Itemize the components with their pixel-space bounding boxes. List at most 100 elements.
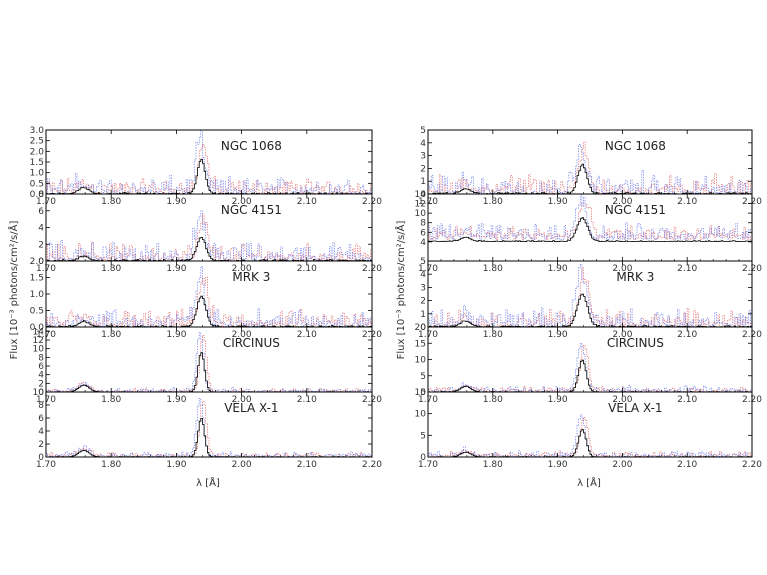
y-tick-label: 0 <box>420 323 426 333</box>
y-tick-label: 0 <box>38 453 44 463</box>
y-tick-label: 8 <box>420 219 426 229</box>
x-tick-label: 1.90 <box>166 460 186 470</box>
spectrum-series-line <box>46 332 373 393</box>
x-tick-label: 1.90 <box>166 395 186 405</box>
y-tick-label: 0.0 <box>30 323 45 333</box>
y-tick-label: 20 <box>415 323 427 333</box>
y-tick-label: 0 <box>38 388 44 398</box>
spectrum-series-line <box>46 214 373 262</box>
object-name-label: CIRCINUS <box>607 336 664 350</box>
object-name-label: MRK 3 <box>616 270 654 284</box>
panel-frame <box>45 129 373 195</box>
y-tick-label: 2 <box>420 297 426 307</box>
object-name-label: NGC 1068 <box>605 139 666 153</box>
object-name-label: MRK 3 <box>232 270 270 284</box>
y-tick-label: 14 <box>33 327 45 337</box>
y-tick-label: 10 <box>415 209 427 219</box>
x-tick-label: 1.90 <box>166 264 186 274</box>
y-tick-label: 6 <box>38 207 44 217</box>
panel-frame <box>427 326 753 393</box>
x-tick-label: 1.90 <box>548 395 568 405</box>
y-tick-label: 0 <box>420 388 426 398</box>
spectrum-panel: 1.70 1.80 1.90 2.00 2.10 2.200.00.51.01.52.02… <box>30 126 383 207</box>
y-tick-label: 0.0 <box>30 190 45 200</box>
y-tick-label: 10 <box>415 410 427 420</box>
x-tick-label: 1.80 <box>483 197 503 207</box>
y-tick-label: 1.0 <box>30 169 45 179</box>
x-tick-label: 2.00 <box>612 330 632 340</box>
x-tick-label: 2.00 <box>232 330 252 340</box>
y-tick-label: 5 <box>420 257 426 267</box>
spectrum-series-line <box>46 401 373 458</box>
x-tick-label: 1.70 <box>36 460 56 470</box>
spectrum-series-line <box>46 144 373 195</box>
y-tick-label: 2.0 <box>30 257 45 267</box>
y-axis-label-left: Flux [10⁻³ photons/cm²/s/Å] <box>7 221 20 360</box>
y-tick-label: 15 <box>415 339 426 349</box>
y-tick-label: 4 <box>420 270 426 280</box>
y-tick-label: 1.0 <box>30 290 45 300</box>
x-tick-label: 2.00 <box>232 460 252 470</box>
x-tick-label: 1.80 <box>483 330 503 340</box>
y-tick-label: 6 <box>38 362 44 372</box>
spectrum-series-line <box>46 276 373 328</box>
panel-frame <box>427 391 753 458</box>
y-tick-label: 2 <box>38 240 44 250</box>
x-tick-label: 2.20 <box>362 460 382 470</box>
x-tick-label: 2.10 <box>297 264 317 274</box>
y-tick-label: 1 <box>420 310 426 320</box>
spectrum-series-line <box>46 210 373 262</box>
object-name-label: VELA X-1 <box>608 401 662 415</box>
x-tick-label: 1.80 <box>101 460 121 470</box>
x-tick-label: 1.80 <box>483 395 503 405</box>
y-tick-label: 5 <box>420 372 426 382</box>
x-tick-label: 2.00 <box>612 460 632 470</box>
y-tick-label: 14 <box>415 190 427 200</box>
object-name-label: NGC 1068 <box>221 139 282 153</box>
x-tick-label: 2.10 <box>677 395 697 405</box>
y-tick-label: 12 <box>415 200 426 210</box>
x-tick-label: 2.10 <box>297 395 317 405</box>
y-tick-label: 2 <box>420 164 426 174</box>
y-tick-label: 3 <box>420 283 426 293</box>
y-tick-label: 8 <box>38 190 44 200</box>
y-tick-label: 2.5 <box>30 137 44 147</box>
object-name-label: CIRCINUS <box>223 336 280 350</box>
y-tick-label: 10 <box>33 388 45 398</box>
spectrum-series-line <box>46 129 373 195</box>
x-tick-label: 1.90 <box>166 197 186 207</box>
spectrum-series-line <box>428 342 753 393</box>
x-tick-label: 1.80 <box>483 460 503 470</box>
spectrum-series-line <box>428 267 753 328</box>
y-tick-label: 2.0 <box>30 147 45 157</box>
spectrum-panel: 1.70 1.80 1.90 2.00 2.10 2.2002468101214CIRCI… <box>33 326 382 405</box>
y-tick-label: 12 <box>33 336 44 346</box>
x-tick-label: 2.20 <box>742 460 762 470</box>
spectrum-series-line <box>428 144 753 195</box>
spectrum-series-line <box>428 141 753 195</box>
x-tick-label: 1.90 <box>548 330 568 340</box>
x-tick-label: 2.10 <box>297 197 317 207</box>
y-tick-label: 8 <box>38 401 44 411</box>
panel-frame <box>45 391 373 458</box>
y-tick-label: 5 <box>420 126 426 136</box>
x-tick-label: 1.80 <box>101 264 121 274</box>
y-tick-label: 5 <box>420 431 426 441</box>
x-tick-label: 2.10 <box>297 460 317 470</box>
spectrum-series-line <box>428 344 753 393</box>
x-axis-label-right: λ [Å] <box>577 476 601 489</box>
spectrum-series-line <box>428 217 753 242</box>
y-tick-label: 2 <box>38 379 44 389</box>
y-tick-label: 0 <box>420 453 426 463</box>
x-tick-label: 2.10 <box>677 264 697 274</box>
x-tick-label: 2.10 <box>677 460 697 470</box>
y-tick-label: 3 <box>420 152 426 162</box>
x-tick-label: 1.90 <box>548 197 568 207</box>
object-name-label: NGC 4151 <box>221 203 282 217</box>
y-tick-label: 2 <box>38 440 44 450</box>
y-tick-label: 6 <box>420 228 426 238</box>
y-tick-label: 1.5 <box>30 274 44 284</box>
